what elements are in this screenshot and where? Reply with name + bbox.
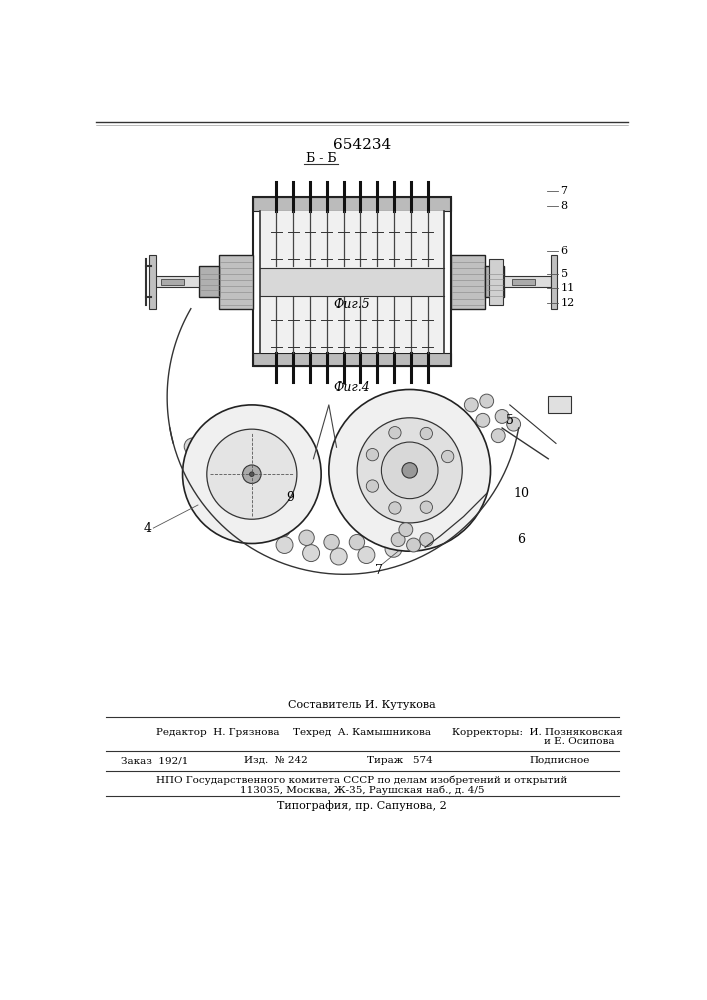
Circle shape — [185, 438, 201, 455]
Circle shape — [389, 502, 401, 514]
Circle shape — [243, 465, 261, 483]
Circle shape — [299, 530, 315, 545]
Circle shape — [204, 451, 220, 466]
Text: Б - Б: Б - Б — [306, 152, 337, 165]
Circle shape — [495, 410, 509, 423]
Circle shape — [366, 480, 379, 492]
Circle shape — [374, 530, 390, 545]
Bar — [512, 279, 535, 285]
Bar — [485, 266, 504, 297]
Bar — [489, 259, 503, 305]
Circle shape — [250, 472, 254, 477]
Circle shape — [398, 521, 414, 537]
Text: Техред  А. Камышникова: Техред А. Камышникова — [293, 728, 431, 737]
Circle shape — [233, 492, 249, 508]
Text: Заказ  192/1: Заказ 192/1 — [121, 756, 188, 765]
Text: Корректоры:  И. Позняковская: Корректоры: И. Позняковская — [452, 728, 623, 737]
Bar — [153, 276, 199, 287]
Bar — [199, 266, 218, 297]
Bar — [253, 197, 450, 366]
Circle shape — [349, 534, 365, 550]
Text: 7: 7 — [561, 186, 568, 196]
Circle shape — [476, 413, 490, 427]
Circle shape — [251, 524, 268, 541]
Text: 6: 6 — [518, 533, 525, 546]
Bar — [549, 396, 571, 413]
Bar — [504, 276, 551, 287]
Text: Фиг.4: Фиг.4 — [334, 381, 370, 394]
Text: и Е. Осипова: и Е. Осипова — [544, 737, 615, 746]
Text: Подписное: Подписное — [529, 756, 590, 765]
Text: Тираж   574: Тираж 574 — [368, 756, 433, 765]
Text: Редактор  Н. Грязнова: Редактор Н. Грязнова — [156, 728, 279, 737]
Circle shape — [507, 417, 520, 431]
Bar — [259, 211, 444, 353]
Text: Составитель И. Кутукова: Составитель И. Кутукова — [288, 700, 436, 710]
Circle shape — [217, 473, 233, 488]
Circle shape — [210, 487, 227, 504]
Circle shape — [207, 429, 297, 519]
Circle shape — [195, 464, 212, 480]
Bar — [551, 255, 557, 309]
Circle shape — [391, 533, 405, 547]
Text: 6: 6 — [561, 246, 568, 256]
Circle shape — [420, 501, 433, 513]
Circle shape — [460, 429, 474, 443]
Circle shape — [276, 537, 293, 553]
Text: 12: 12 — [561, 298, 575, 308]
Text: Изд.  № 242: Изд. № 242 — [244, 756, 308, 765]
Circle shape — [440, 492, 455, 508]
Circle shape — [480, 394, 493, 408]
Text: 8: 8 — [561, 201, 568, 211]
Circle shape — [182, 405, 321, 544]
Circle shape — [357, 418, 462, 523]
Circle shape — [454, 495, 471, 512]
Bar — [149, 255, 156, 309]
Circle shape — [385, 540, 402, 557]
Text: 9: 9 — [286, 491, 294, 504]
Circle shape — [329, 389, 491, 551]
Circle shape — [324, 534, 339, 550]
Circle shape — [491, 429, 506, 443]
Circle shape — [358, 547, 375, 564]
Circle shape — [434, 514, 451, 531]
Text: 7: 7 — [375, 564, 382, 577]
Circle shape — [399, 523, 413, 537]
Text: НПО Государственного комитета СССР по делам изобретений и открытий: НПО Государственного комитета СССР по де… — [156, 776, 568, 785]
Circle shape — [411, 529, 428, 546]
Bar — [161, 279, 184, 285]
Circle shape — [330, 548, 347, 565]
Circle shape — [441, 450, 454, 463]
Circle shape — [229, 507, 246, 524]
Text: 4: 4 — [144, 522, 152, 535]
Text: 5: 5 — [506, 414, 514, 427]
Bar — [253, 197, 450, 211]
Bar — [253, 353, 450, 366]
Circle shape — [420, 427, 433, 440]
Circle shape — [407, 538, 421, 552]
Text: 5: 5 — [561, 269, 568, 279]
Circle shape — [464, 398, 478, 412]
Text: 113035, Москва, Ж-35, Раушская наб., д. 4/5: 113035, Москва, Ж-35, Раушская наб., д. … — [240, 786, 484, 795]
Circle shape — [303, 545, 320, 562]
Circle shape — [275, 521, 291, 537]
Circle shape — [471, 473, 488, 490]
Circle shape — [253, 509, 269, 524]
Circle shape — [366, 448, 379, 461]
Text: Типография, пр. Сапунова, 2: Типография, пр. Сапунова, 2 — [277, 801, 447, 811]
Circle shape — [420, 533, 433, 547]
Circle shape — [389, 427, 401, 439]
Bar — [218, 255, 253, 309]
Text: 11: 11 — [561, 283, 575, 293]
Text: 10: 10 — [513, 487, 530, 500]
Bar — [450, 255, 485, 309]
Text: Фиг.5: Фиг.5 — [334, 298, 370, 311]
Bar — [259, 268, 444, 296]
Circle shape — [420, 509, 436, 524]
Text: 654234: 654234 — [333, 138, 391, 152]
Circle shape — [381, 442, 438, 499]
Circle shape — [402, 463, 417, 478]
